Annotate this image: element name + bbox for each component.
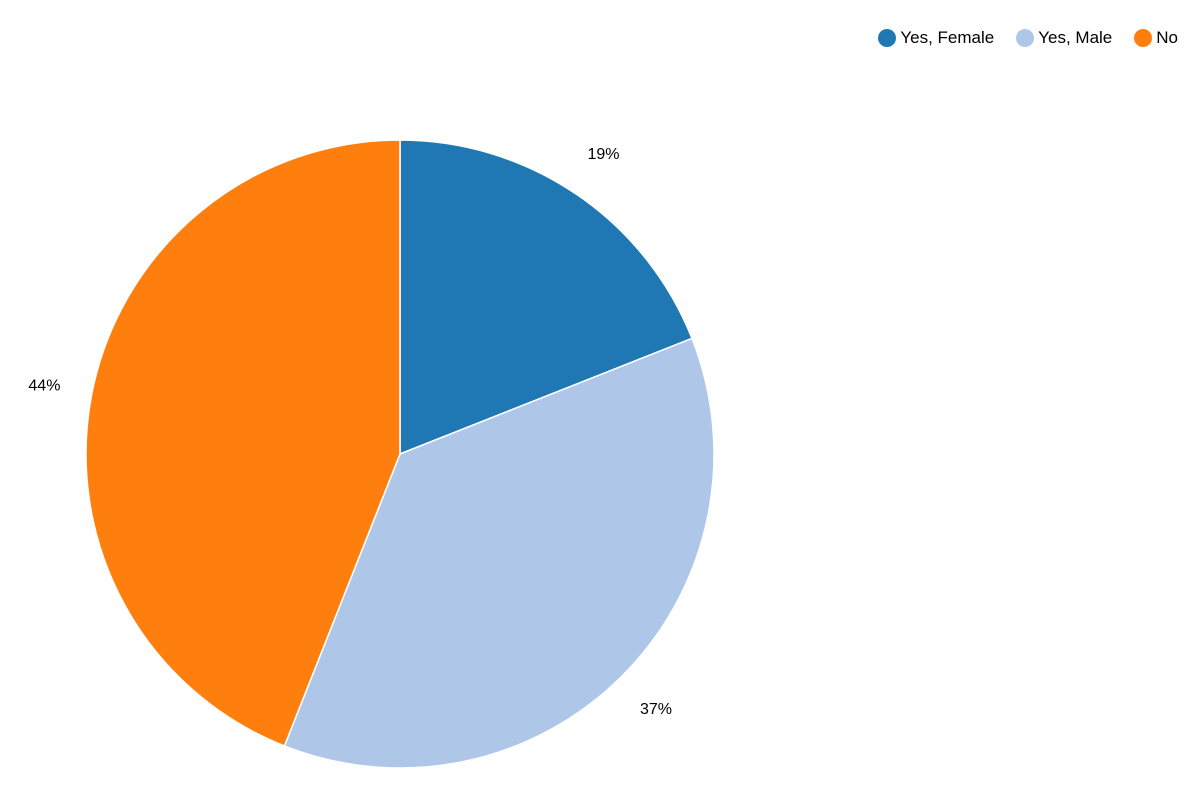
- legend-item-yes-female[interactable]: Yes, Female: [878, 28, 994, 48]
- legend-item-no[interactable]: No: [1134, 28, 1178, 48]
- pie-slice-no[interactable]: [85, 139, 401, 747]
- chart-legend: Yes, Female Yes, Male No: [878, 28, 1178, 48]
- legend-label-yes-male: Yes, Male: [1038, 28, 1113, 47]
- legend-item-yes-male[interactable]: Yes, Male: [1016, 28, 1112, 48]
- pie-slice-yes-male[interactable]: [283, 337, 715, 769]
- legend-swatch-yes-female: [878, 29, 897, 47]
- slice-label-no: 44%: [28, 377, 60, 394]
- slice-label-yes-male: 37%: [640, 701, 672, 718]
- legend-label-yes-female: Yes, Female: [900, 28, 995, 47]
- pie-slices: [85, 139, 715, 769]
- legend-swatch-yes-male: [1016, 29, 1035, 47]
- legend-label-no: No: [1156, 28, 1178, 47]
- legend-swatch-no: [1134, 29, 1153, 47]
- slice-label-yes-female: 19%: [587, 146, 619, 163]
- pie-slice-yes-female[interactable]: [399, 139, 693, 456]
- pie-labels: 19% 37% 44%: [28, 146, 672, 718]
